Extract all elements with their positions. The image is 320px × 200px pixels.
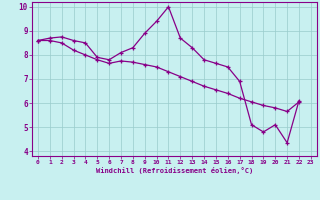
X-axis label: Windchill (Refroidissement éolien,°C): Windchill (Refroidissement éolien,°C) <box>96 167 253 174</box>
